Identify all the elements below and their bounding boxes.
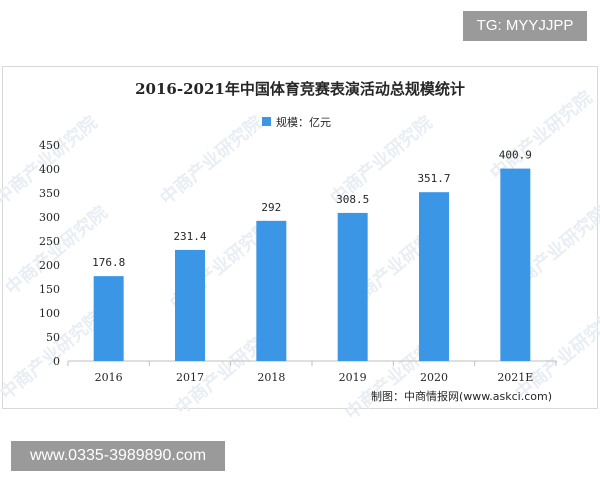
legend-label: 规模：亿元 [276, 115, 331, 129]
x-tick-label: 2021E [497, 371, 533, 384]
y-tick-label: 250 [39, 235, 60, 248]
watermark-text: 中商产业研究院 [156, 111, 267, 209]
value-label: 231.4 [173, 230, 206, 243]
bar-2016 [93, 276, 124, 361]
chart-title: 2016-2021年中国体育竞赛表演活动总规模统计 [135, 80, 465, 98]
tg-badge: TG: MYYJJPP [463, 11, 587, 41]
y-tick-label: 200 [39, 259, 60, 272]
y-tick-label: 300 [39, 211, 60, 224]
y-tick-label: 150 [39, 283, 60, 296]
x-axis: 2016 2017 2018 2019 2020 2021E [67, 361, 557, 384]
value-label: 308.5 [336, 193, 369, 206]
value-label: 176.8 [92, 256, 125, 269]
y-tick-label: 400 [39, 163, 60, 176]
website-badge: www.0335-3989890.com [11, 441, 225, 471]
y-tick-label: 450 [39, 139, 60, 152]
value-labels: 176.8 231.4 292 308.5 351.7 400.9 [92, 149, 532, 270]
x-tick-label: 2018 [257, 371, 285, 384]
bar-2021E [500, 168, 531, 361]
bar-2020 [419, 192, 449, 361]
value-label: 351.7 [417, 172, 450, 185]
x-tick-label: 2019 [339, 371, 367, 384]
y-axis: 0 50 100 150 200 250 300 350 400 450 [39, 139, 60, 368]
source-note: 制图：中商情报网(www.askci.com) [371, 389, 552, 403]
bar-2019 [337, 212, 368, 361]
bar-2018 [256, 220, 287, 361]
y-tick-label: 0 [53, 355, 60, 368]
bar-2017 [175, 249, 205, 361]
x-tick-label: 2016 [95, 371, 123, 384]
value-label: 400.9 [499, 149, 532, 162]
y-tick-label: 50 [46, 331, 60, 344]
y-tick-label: 100 [39, 307, 60, 320]
legend-swatch [262, 117, 271, 126]
value-label: 292 [261, 201, 281, 214]
x-tick-label: 2020 [420, 371, 448, 384]
bar-series [93, 168, 531, 361]
x-tick-label: 2017 [176, 371, 204, 384]
y-tick-label: 350 [39, 187, 60, 200]
